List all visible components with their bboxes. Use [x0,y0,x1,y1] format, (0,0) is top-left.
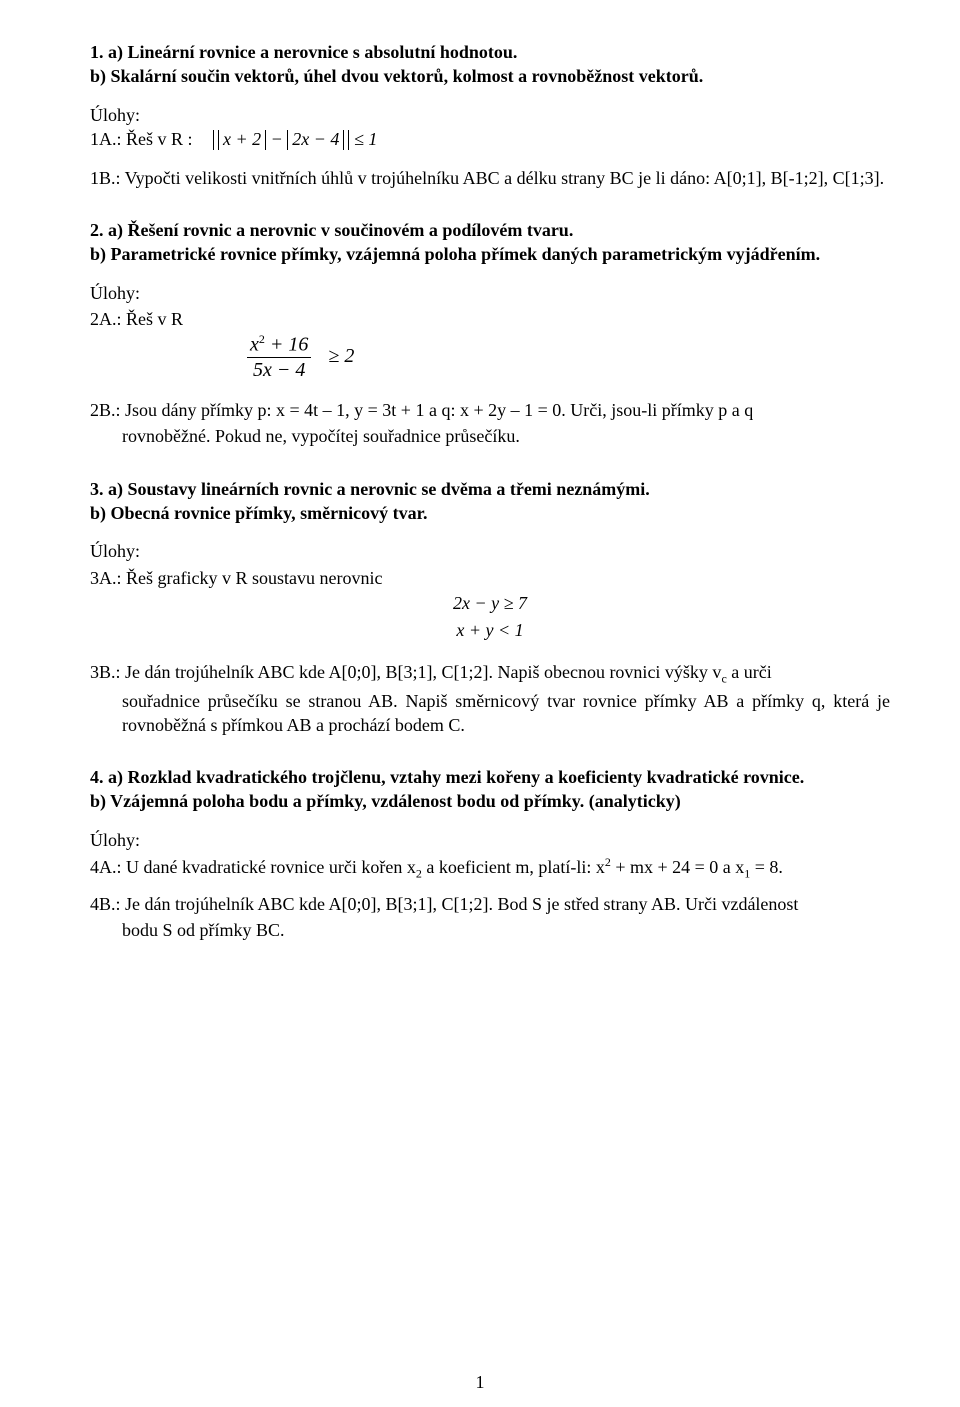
q1-task-1a: 1A.: Řeš v R : x + 2 − 2x − 4 ≤ 1 [90,129,890,150]
abs-group-outer: x + 2 − 2x − 4 [213,130,349,150]
q4-task-4a: 4A.: U dané kvadratické rovnice urči koř… [90,854,890,882]
q1-task-1a-equation: x + 2 − 2x − 4 ≤ 1 [213,129,377,150]
fraction: x2 + 16 5x − 4 [244,331,314,382]
page-number: 1 [0,1372,960,1393]
q3-task-3b-line2: souřadnice průsečíku se stranou AB. Napi… [90,689,890,738]
q4-task-4b-line1: 4B.: Je dán trojúhelník ABC kde A[0;0], … [90,892,890,916]
q2-task-2a-equation: x2 + 16 5x − 4 ≥ 2 [90,331,890,382]
q1-task-1b: 1B.: Vypočti velikosti vnitřních úhlů v … [90,166,890,190]
q4-ulohy-label: Úlohy: [90,828,890,852]
question-3: 3. a) Soustavy lineárních rovnic a nerov… [90,477,890,738]
q4-heading-a: 4. a) Rozklad kvadratického trojčlenu, v… [90,765,890,789]
question-1: 1. a) Lineární rovnice a nerovnice s abs… [90,40,890,190]
q2-heading-b: b) Parametrické rovnice přímky, vzájemná… [90,242,890,266]
q2-task-2a-label: 2A.: Řeš v R [90,307,890,331]
abs-group-inner2: 2x − 4 [287,130,344,150]
eq-tail: ≤ 1 [354,129,377,149]
q3-task-3a: 3A.: Řeš graficky v R soustavu nerovnic [90,566,890,590]
q2-ulohy-label: Úlohy: [90,281,890,305]
q3-eq1: 2x − y ≥ 7 [90,590,890,617]
q3-task-3b-line1: 3B.: Je dán trojúhelník ABC kde A[0;0], … [90,660,890,687]
minus-sign: − [271,129,288,149]
q3-heading-b: b) Obecná rovnice přímky, směrnicový tva… [90,501,890,525]
question-2: 2. a) Řešení rovnic a nerovnic v součino… [90,218,890,448]
q4-task-4b-line2: bodu S od přímky BC. [90,918,890,942]
question-4: 4. a) Rozklad kvadratického trojčlenu, v… [90,765,890,942]
fraction-tail: ≥ 2 [328,345,354,368]
q1-task-1a-label: 1A.: Řeš v R : [90,129,205,150]
q1-heading-b: b) Skalární součin vektorů, úhel dvou ve… [90,64,890,88]
q2-heading-a: 2. a) Řešení rovnic a nerovnic v součino… [90,218,890,242]
q3-equation-block: 2x − y ≥ 7 x + y < 1 [90,590,890,644]
fraction-numerator: x2 + 16 [244,331,314,357]
q2-task-2b-line2: rovnoběžné. Pokud ne, vypočítej souřadni… [90,424,890,448]
page-container: 1. a) Lineární rovnice a nerovnice s abs… [0,0,960,1407]
q4-heading-b: b) Vzájemná poloha bodu a přímky, vzdále… [90,789,890,813]
q3-heading-a: 3. a) Soustavy lineárních rovnic a nerov… [90,477,890,501]
q1-heading-a: 1. a) Lineární rovnice a nerovnice s abs… [90,40,890,64]
fraction-denominator: 5x − 4 [247,357,311,382]
q3-ulohy-label: Úlohy: [90,539,890,563]
abs-group-inner1: x + 2 [218,130,266,150]
q3-eq2: x + y < 1 [90,617,890,644]
q1-ulohy-label: Úlohy: [90,103,890,127]
q2-task-2b-line1: 2B.: Jsou dány přímky p: x = 4t – 1, y =… [90,398,890,422]
